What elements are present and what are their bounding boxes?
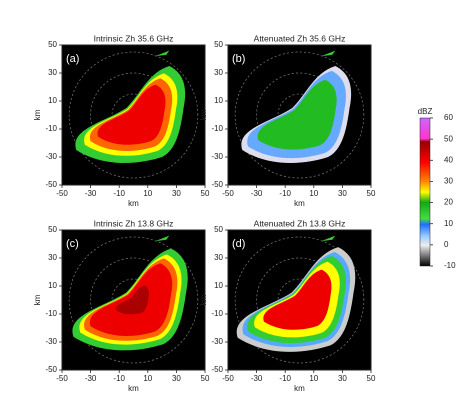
y-tick-label: 10 — [214, 96, 223, 105]
y-tick-label: -30 — [45, 152, 57, 161]
panel-title: Intrinsic Zh 35.6 GHz — [94, 33, 174, 43]
colorbar-tick-label: 60 — [444, 113, 453, 122]
radar-field — [68, 235, 199, 364]
x-tick-label: -50 — [56, 189, 68, 198]
y-tick-label: -10 — [211, 309, 223, 318]
y-tick-label: 10 — [214, 281, 223, 290]
y-axis-label: km — [199, 294, 208, 305]
y-tick-label: -10 — [45, 124, 57, 133]
y-tick-label: 50 — [48, 225, 57, 234]
x-tick-label: 10 — [309, 374, 318, 383]
y-tick-label: 30 — [214, 68, 223, 77]
x-tick-label: -50 — [222, 189, 234, 198]
x-axis-label: km — [294, 384, 305, 393]
y-tick-label: 30 — [48, 68, 57, 77]
x-tick-label: 30 — [338, 189, 347, 198]
y-tick-label: -50 — [45, 365, 57, 374]
y-tick-label: 50 — [48, 40, 57, 49]
x-tick-label: 50 — [367, 189, 376, 198]
x-tick-label: 30 — [338, 374, 347, 383]
y-tick-label: -30 — [45, 337, 57, 346]
x-tick-label: -30 — [85, 189, 97, 198]
radar-field — [234, 50, 365, 179]
x-tick-label: -10 — [279, 189, 291, 198]
panel-title: Attenuated Zh 35.6 GHz — [254, 33, 346, 43]
x-tick-label: -10 — [279, 374, 291, 383]
x-tick-label: -50 — [222, 374, 234, 383]
colorbar-tick-label: 20 — [444, 198, 453, 207]
echo-patch — [154, 50, 170, 57]
x-tick-label: 30 — [172, 189, 181, 198]
x-axis-label: km — [128, 384, 139, 393]
y-tick-label: -50 — [45, 180, 57, 189]
colorbar-tick-label: 10 — [444, 219, 453, 228]
y-tick-label: 30 — [214, 253, 223, 262]
x-axis-label: km — [128, 199, 139, 208]
y-tick-label: 30 — [48, 253, 57, 262]
x-tick-label: -10 — [113, 189, 125, 198]
echo-region — [116, 285, 149, 315]
y-tick-label: -10 — [45, 309, 57, 318]
y-tick-label: 10 — [48, 96, 57, 105]
panel-label: (d) — [232, 238, 245, 250]
range-ring — [234, 51, 365, 179]
colorbar-tick-label: -10 — [444, 261, 456, 270]
x-tick-label: 10 — [143, 189, 152, 198]
x-tick-label: 10 — [143, 374, 152, 383]
x-tick-label: -50 — [56, 374, 68, 383]
y-tick-label: -30 — [211, 152, 223, 161]
panel-title: Intrinsic Zh 13.8 GHz — [94, 218, 174, 228]
y-axis-label: km — [33, 294, 42, 305]
y-tick-label: -50 — [211, 180, 223, 189]
y-axis-label: km — [33, 109, 42, 120]
y-tick-label: 10 — [48, 281, 57, 290]
x-tick-label: -30 — [85, 374, 97, 383]
x-tick-label: -30 — [251, 189, 263, 198]
x-tick-label: -10 — [113, 374, 125, 383]
panel-label: (a) — [66, 53, 79, 65]
x-axis-label: km — [294, 199, 305, 208]
radar-field — [234, 235, 365, 364]
x-tick-label: -30 — [251, 374, 263, 383]
y-tick-label: 50 — [214, 40, 223, 49]
x-tick-label: 50 — [367, 374, 376, 383]
colorbar-tick-label: 30 — [444, 177, 453, 186]
echo-region — [97, 84, 166, 145]
x-tick-label: 50 — [201, 189, 210, 198]
panel-label: (c) — [66, 238, 79, 250]
x-tick-label: 30 — [172, 374, 181, 383]
y-tick-label: -10 — [211, 124, 223, 133]
colorbar-tick-label: 40 — [444, 155, 453, 164]
echo-patch — [154, 235, 170, 242]
panel-label: (b) — [232, 53, 245, 65]
y-tick-label: -30 — [211, 337, 223, 346]
echo-region — [257, 79, 337, 150]
range-ring — [68, 51, 199, 179]
x-tick-label: 10 — [309, 189, 318, 198]
panel-title: Attenuated Zh 13.8 GHz — [254, 218, 346, 228]
range-ring — [234, 236, 365, 364]
colorbar-label: dBZ — [418, 107, 433, 116]
x-tick-label: 50 — [201, 374, 210, 383]
radar-field — [68, 50, 199, 179]
colorbar-tick-label: 0 — [444, 240, 449, 249]
range-ring — [68, 236, 199, 364]
y-tick-label: 50 — [214, 225, 223, 234]
echo-region — [263, 269, 332, 330]
y-tick-label: -50 — [211, 365, 223, 374]
y-axis-label: km — [199, 109, 208, 120]
colorbar — [419, 117, 431, 267]
colorbar-tick-label: 50 — [444, 134, 453, 143]
